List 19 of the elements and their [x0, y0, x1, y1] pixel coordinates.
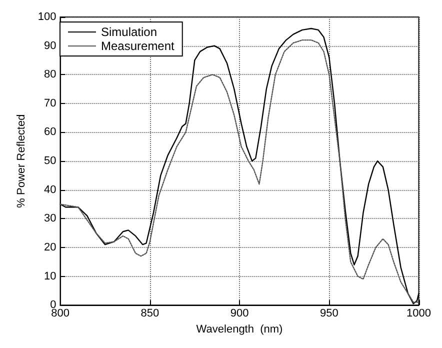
x-tick-label: 800: [51, 308, 70, 320]
y-tick-label: 10: [44, 270, 56, 282]
y-tick-label: 60: [44, 126, 56, 138]
x-tick-label: 900: [230, 308, 249, 320]
y-tick-label: 20: [44, 241, 56, 254]
legend-label: Measurement: [101, 39, 176, 53]
x-tick-label: 850: [140, 308, 160, 320]
y-tick-label: 40: [44, 184, 56, 196]
y-tick-label: 100: [38, 11, 56, 23]
y-tick-label: 80: [44, 68, 56, 81]
legend-label: Simulation: [101, 25, 158, 39]
x-tick-label: 950: [320, 308, 338, 320]
y-tick-label: 90: [44, 40, 56, 52]
y-axis-title: % Power Reflected: [16, 114, 28, 208]
x-axis-title: Wavelength (nm): [196, 324, 283, 336]
x-tick-label: 1000: [406, 308, 432, 320]
y-tick-label: 30: [44, 212, 56, 225]
y-tick-label: 50: [44, 155, 56, 168]
y-tick-label: 70: [44, 97, 56, 110]
